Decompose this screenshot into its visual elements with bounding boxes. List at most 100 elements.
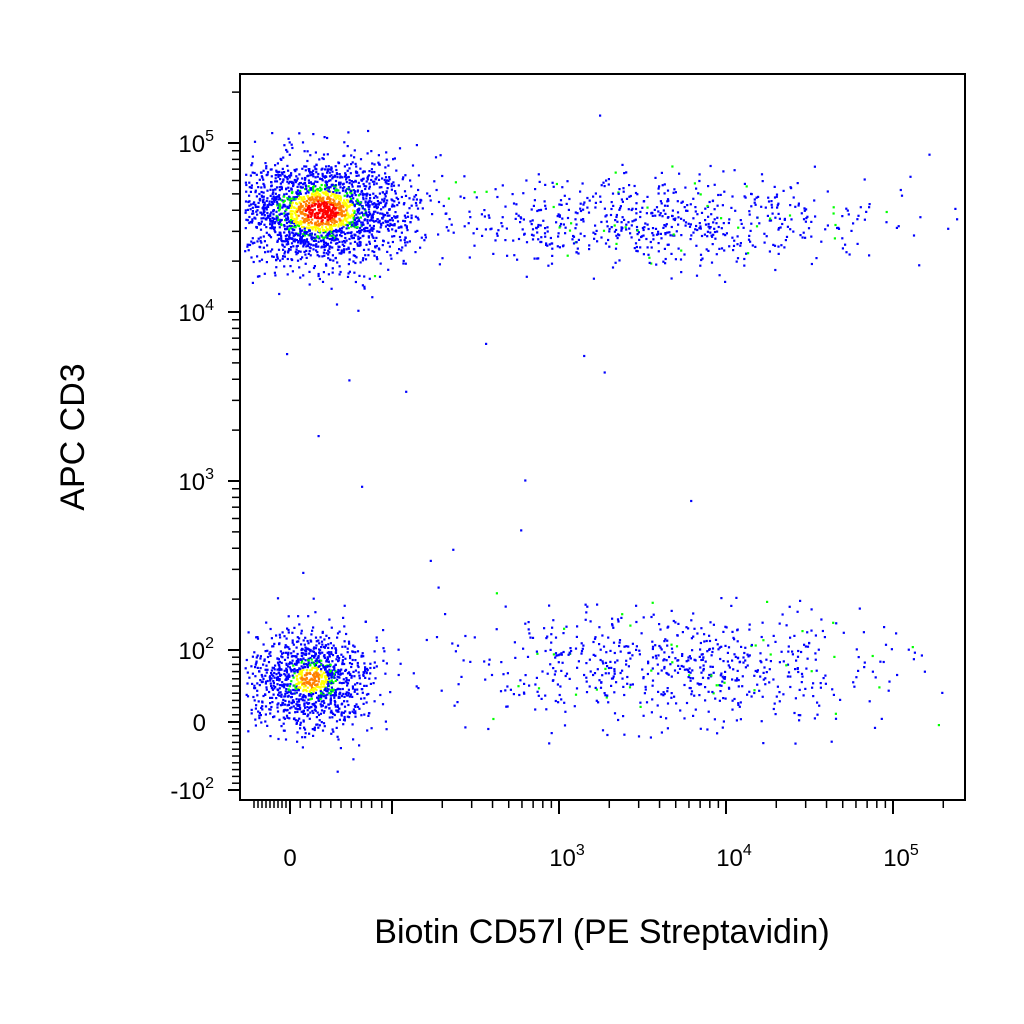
- event-point: [307, 672, 310, 675]
- event-point: [297, 615, 300, 618]
- event-point: [641, 668, 644, 671]
- event-point: [345, 178, 348, 181]
- event-point: [329, 697, 332, 700]
- event-point: [374, 246, 377, 249]
- event-point: [376, 218, 379, 221]
- event-point: [251, 682, 254, 685]
- event-point: [345, 203, 348, 206]
- event-point: [303, 231, 307, 234]
- event-point: [309, 682, 312, 685]
- event-point: [615, 215, 618, 219]
- event-point: [666, 626, 669, 629]
- event-point: [260, 217, 263, 220]
- event-point: [260, 241, 263, 244]
- event-point: [699, 225, 702, 228]
- event-point: [610, 201, 613, 204]
- event-point: [727, 646, 731, 649]
- event-point: [307, 657, 310, 660]
- event-point: [254, 663, 257, 666]
- event-point: [706, 728, 709, 731]
- event-point: [286, 197, 289, 200]
- event-point: [382, 213, 385, 216]
- event-point: [345, 181, 348, 184]
- event-point: [764, 677, 767, 680]
- event-point: [302, 239, 306, 242]
- event-point: [354, 712, 357, 715]
- event-point: [300, 658, 303, 661]
- event-point: [313, 236, 316, 239]
- event-point: [576, 625, 579, 628]
- event-point: [331, 230, 335, 233]
- event-point: [607, 701, 610, 704]
- event-point: [295, 669, 298, 672]
- event-point: [283, 212, 286, 215]
- event-point: [544, 183, 547, 186]
- event-point: [251, 281, 254, 284]
- event-point: [367, 692, 370, 696]
- event-point: [537, 694, 540, 697]
- event-point: [277, 689, 280, 692]
- event-point: [368, 182, 371, 185]
- event-point: [295, 245, 298, 248]
- event-point: [708, 200, 711, 204]
- event-point: [301, 666, 304, 669]
- event-point: [796, 610, 799, 613]
- event-point: [532, 204, 535, 207]
- event-point: [760, 173, 764, 176]
- event-point: [398, 147, 402, 150]
- event-point: [295, 233, 298, 236]
- event-point: [448, 218, 451, 221]
- event-point: [321, 651, 324, 654]
- event-point: [321, 212, 324, 216]
- event-point: [406, 215, 410, 218]
- event-point: [295, 191, 298, 194]
- event-point: [321, 202, 324, 205]
- event-point: [327, 273, 330, 276]
- event-point: [625, 645, 628, 648]
- event-point: [797, 202, 800, 205]
- event-point: [286, 273, 289, 276]
- event-point: [696, 228, 699, 232]
- event-point: [346, 163, 349, 166]
- event-point: [488, 658, 491, 661]
- event-point: [683, 253, 686, 256]
- event-point: [343, 244, 346, 248]
- event-point: [261, 199, 264, 202]
- event-point: [704, 207, 707, 210]
- event-point: [355, 703, 358, 706]
- event-point: [354, 194, 357, 197]
- event-point: [330, 681, 333, 684]
- event-point: [307, 661, 310, 664]
- event-point: [334, 214, 337, 217]
- event-point: [332, 184, 335, 187]
- event-point: [298, 637, 301, 640]
- event-point: [302, 695, 305, 698]
- event-point: [887, 689, 890, 692]
- event-point: [369, 219, 372, 222]
- event-point: [785, 624, 788, 627]
- event-point: [329, 209, 332, 212]
- event-point: [314, 196, 317, 199]
- event-point: [363, 287, 366, 290]
- event-point: [326, 213, 329, 216]
- event-point: [305, 249, 308, 252]
- event-point: [700, 258, 703, 262]
- event-point: [858, 607, 861, 610]
- event-point: [293, 206, 296, 209]
- event-point: [711, 199, 715, 202]
- event-point: [312, 169, 315, 172]
- event-point: [260, 220, 263, 223]
- event-point: [310, 236, 313, 240]
- event-point: [444, 212, 447, 215]
- event-point: [268, 234, 271, 237]
- event-point: [357, 665, 360, 669]
- event-point: [616, 237, 619, 240]
- event-point: [557, 213, 560, 216]
- event-point: [517, 685, 520, 688]
- event-point: [269, 223, 272, 226]
- event-point: [619, 650, 622, 653]
- event-point: [269, 682, 272, 685]
- event-point: [333, 229, 336, 232]
- event-point: [767, 196, 770, 199]
- event-point: [276, 171, 279, 174]
